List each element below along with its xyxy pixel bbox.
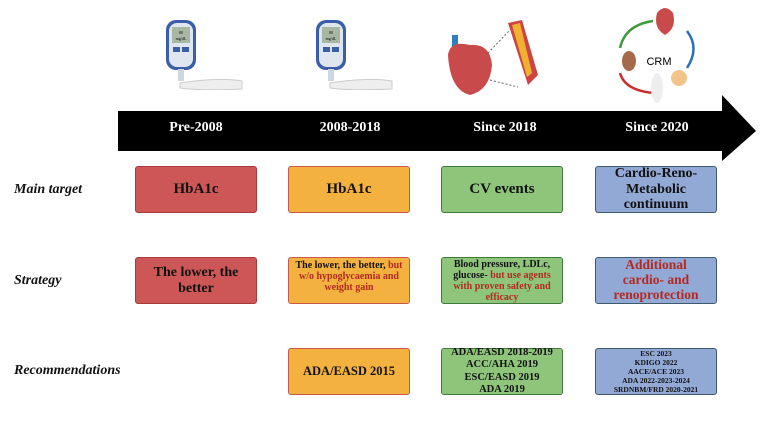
rec-item: ADA 2019	[479, 383, 525, 395]
era-since-2020: Since 2020	[625, 120, 689, 135]
rec-item: ADA/EASD 2015	[302, 363, 396, 378]
target-pre-2008: HbA1c	[135, 166, 257, 213]
meter-reading: 80	[179, 30, 183, 35]
strategy-since-2018: Blood pressure, LDLc, glucose- but use a…	[441, 257, 563, 304]
meter-unit: mg/dL	[176, 36, 187, 41]
strategy-text: The lower, the better,	[295, 260, 386, 271]
meter-unit: mg/dL	[326, 36, 337, 41]
target-since-2020: Cardio-Reno-Metabolic continuum	[595, 166, 717, 213]
target-text: HbA1c	[173, 181, 219, 198]
target-2008-2018: HbA1c	[288, 166, 410, 213]
era-since-2018: Since 2018	[473, 120, 537, 135]
rec-item: AACE/ACE 2023	[627, 367, 685, 376]
recs-2008-2018: ADA/EASD 2015	[288, 348, 410, 395]
target-text: CV events	[469, 181, 535, 198]
rec-item: SRDNBM/FRD 2020-2021	[613, 385, 699, 394]
rec-item: ESC 2023	[640, 349, 672, 358]
strategy-text: The lower, the better	[153, 265, 239, 296]
strategy-pre-2008: The lower, the better	[135, 257, 257, 304]
rec-item: ADA 2022-2023-2024	[622, 376, 690, 385]
era-pre-2008: Pre-2008	[169, 120, 223, 135]
row-label-strategy: Strategy	[14, 273, 62, 288]
target-text: HbA1c	[326, 181, 372, 198]
row-label-main-target: Main target	[14, 182, 83, 197]
recs-since-2018: ADA/EASD 2018-2019 ACC/AHA 2019 ESC/EASD…	[441, 347, 563, 395]
rec-item: KDIGO 2022	[634, 358, 678, 367]
crm-label: CRM	[646, 56, 671, 68]
rec-item: ADA/EASD 2018-2019	[451, 347, 553, 359]
target-since-2018: CV events	[441, 166, 563, 213]
strategy-highlight: but w/o hypoglycaemia and weight gain	[298, 260, 403, 293]
era-2008-2018: 2008-2018	[319, 120, 381, 135]
glucose-meter-icon: 80 mg/dL	[316, 20, 393, 90]
strategy-text: Blood pressure, LDLc, glucose-	[453, 259, 551, 281]
crm-cycle-icon: CRM	[618, 8, 695, 103]
target-text: Cardio-Reno-Metabolic continuum	[614, 166, 698, 213]
glucose-meter-icon: 80 mg/dL	[166, 20, 243, 90]
rec-item: ESC/EASD 2019	[464, 371, 540, 383]
strategy-highlight: Additional cardio- and renoprotection	[613, 257, 699, 302]
meter-reading: 80	[329, 30, 333, 35]
strategy-since-2020: Additional cardio- and renoprotection	[595, 257, 717, 304]
strategy-2008-2018: The lower, the better, but w/o hypoglyca…	[288, 257, 410, 304]
heart-artery-icon	[448, 20, 538, 95]
rec-item: ACC/AHA 2019	[465, 359, 539, 371]
row-label-recommendations: Recommendations	[14, 363, 121, 378]
strategy-highlight: but use agents with proven safety and ef…	[453, 270, 551, 303]
recs-since-2020: ESC 2023 KDIGO 2022 AACE/ACE 2023 ADA 20…	[595, 348, 717, 395]
